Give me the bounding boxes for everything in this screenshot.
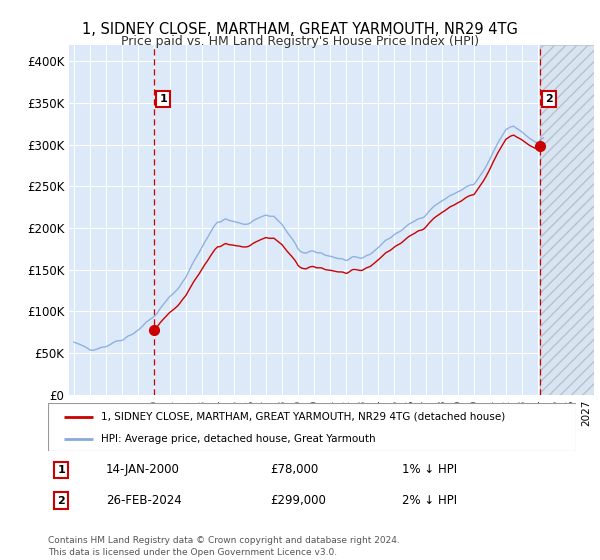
Text: £299,000: £299,000 (270, 494, 326, 507)
Bar (541, 45, 594, 395)
Text: 1% ↓ HPI: 1% ↓ HPI (402, 464, 457, 477)
Text: 1, SIDNEY CLOSE, MARTHAM, GREAT YARMOUTH, NR29 4TG (detached house): 1, SIDNEY CLOSE, MARTHAM, GREAT YARMOUTH… (101, 412, 505, 422)
Text: 26-FEB-2024: 26-FEB-2024 (106, 494, 182, 507)
Text: Contains HM Land Registry data © Crown copyright and database right 2024.
This d: Contains HM Land Registry data © Crown c… (48, 536, 400, 557)
Text: 2% ↓ HPI: 2% ↓ HPI (402, 494, 457, 507)
Text: HPI: Average price, detached house, Great Yarmouth: HPI: Average price, detached house, Grea… (101, 434, 376, 444)
Text: 1: 1 (58, 465, 65, 475)
Text: Price paid vs. HM Land Registry's House Price Index (HPI): Price paid vs. HM Land Registry's House … (121, 35, 479, 48)
Text: 1, SIDNEY CLOSE, MARTHAM, GREAT YARMOUTH, NR29 4TG: 1, SIDNEY CLOSE, MARTHAM, GREAT YARMOUTH… (82, 22, 518, 38)
Text: £78,000: £78,000 (270, 464, 318, 477)
Text: 14-JAN-2000: 14-JAN-2000 (106, 464, 180, 477)
Text: 2: 2 (58, 496, 65, 506)
Text: 2: 2 (545, 94, 553, 104)
Text: 1: 1 (159, 94, 167, 104)
